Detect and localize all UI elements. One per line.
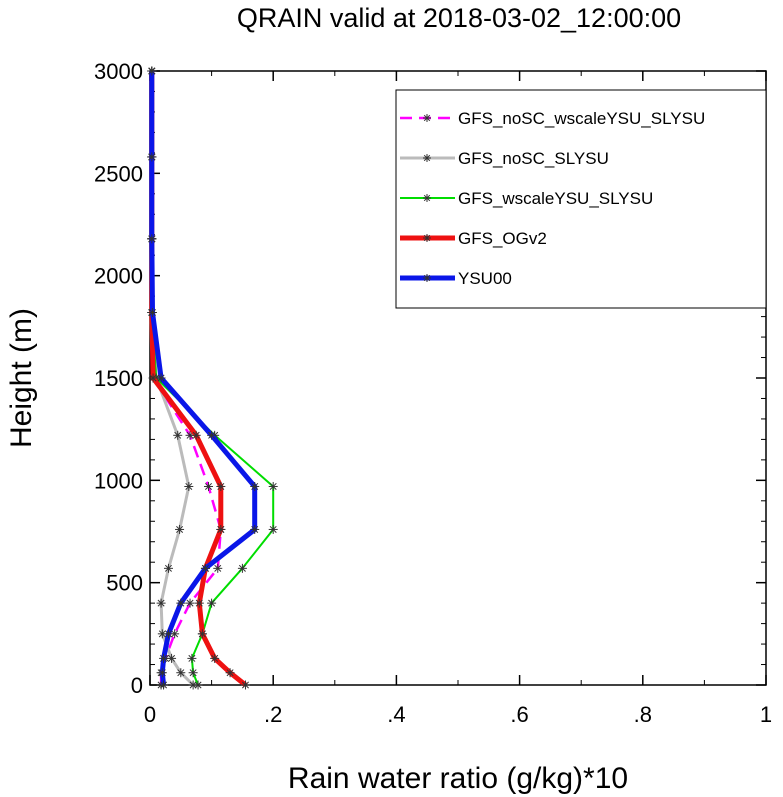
legend-item: GFS_noSC_SLYSU xyxy=(400,149,609,168)
x-tick-label: .4 xyxy=(387,702,405,727)
legend-label: GFS_wscaleYSU_SLYSU xyxy=(458,189,653,208)
data-point xyxy=(176,598,186,608)
data-point xyxy=(191,430,201,440)
legend-box xyxy=(395,89,767,309)
legend: GFS_noSC_wscaleYSU_SLYSU GFS_noSC_SLYSU GF… xyxy=(395,89,767,309)
data-point xyxy=(159,680,169,690)
data-point xyxy=(184,481,194,491)
legend-label: GFS_noSC_SLYSU xyxy=(458,149,609,168)
x-tick-label: .8 xyxy=(634,702,652,727)
plot-area: 0 .2 .4 .6 .8 1 0 500 1000 1500 2000 2500 3000 xyxy=(94,59,772,727)
data-point xyxy=(148,373,158,383)
data-point xyxy=(156,373,166,383)
series-GFS_wscaleYSU_SLYSU xyxy=(147,66,278,690)
legend-label: GFS_noSC_wscaleYSU_SLYSU xyxy=(458,109,705,128)
data-point xyxy=(207,598,217,608)
y-tick-label: 2500 xyxy=(94,161,143,186)
x-tick-label: .2 xyxy=(264,702,282,727)
data-point xyxy=(200,563,210,573)
data-point xyxy=(167,653,177,663)
data-point xyxy=(147,152,157,162)
legend-item: GFS_noSC_wscaleYSU_SLYSU xyxy=(400,109,705,128)
data-point xyxy=(268,524,278,534)
y-tick-label: 3000 xyxy=(94,59,143,84)
y-axis: 0 500 1000 1500 2000 2500 3000 xyxy=(94,59,766,698)
legend-item: GFS_wscaleYSU_SLYSU xyxy=(400,189,653,208)
data-point xyxy=(147,234,157,244)
y-tick-label: 500 xyxy=(106,571,143,596)
x-tick-label: 0 xyxy=(144,702,156,727)
x-tick-label: 1 xyxy=(760,702,772,727)
data-point xyxy=(210,653,220,663)
data-point xyxy=(194,598,204,608)
legend-item: GFS_OGv2 xyxy=(400,229,547,248)
series-line xyxy=(150,71,275,686)
data-point xyxy=(197,629,207,639)
legend-marker xyxy=(423,274,431,282)
data-point xyxy=(204,481,214,491)
y-tick-label: 1500 xyxy=(94,366,143,391)
series-line xyxy=(149,71,258,686)
data-point xyxy=(187,653,197,663)
y-tick-label: 1000 xyxy=(94,468,143,493)
data-point xyxy=(173,430,183,440)
series-layer xyxy=(147,66,278,690)
data-point xyxy=(237,563,247,573)
legend-marker xyxy=(423,114,431,122)
data-point xyxy=(268,481,278,491)
data-point xyxy=(250,524,260,534)
data-point xyxy=(250,481,260,491)
x-axis: 0 .2 .4 .6 .8 1 xyxy=(144,71,772,727)
y-axis-title: Height (m) xyxy=(5,308,38,448)
data-point xyxy=(147,66,157,76)
legend-item: YSU00 xyxy=(400,269,512,288)
x-tick-label: .6 xyxy=(510,702,528,727)
series-line xyxy=(149,71,248,687)
data-point xyxy=(176,668,186,678)
legend-marker xyxy=(423,234,431,242)
legend-marker xyxy=(423,154,431,162)
data-point xyxy=(157,668,167,678)
data-point xyxy=(163,563,173,573)
legend-items: GFS_noSC_wscaleYSU_SLYSU GFS_noSC_SLYSU GF… xyxy=(400,109,705,288)
x-axis-title: Rain water ratio (g/kg)*10 xyxy=(288,762,628,795)
data-point xyxy=(216,524,226,534)
data-point xyxy=(156,598,166,608)
series-YSU00 xyxy=(147,66,260,690)
legend-label: YSU00 xyxy=(458,269,512,288)
data-point xyxy=(175,524,185,534)
chart-title: QRAIN valid at 2018-03-02_12:00:00 xyxy=(237,3,681,33)
y-tick-label: 2000 xyxy=(94,264,143,289)
y-tick-label: 0 xyxy=(131,673,143,698)
data-point xyxy=(216,481,226,491)
data-point xyxy=(185,598,195,608)
legend-marker xyxy=(423,194,431,202)
data-point xyxy=(213,563,223,573)
data-point xyxy=(170,629,180,639)
data-point xyxy=(193,680,203,690)
legend-label: GFS_OGv2 xyxy=(458,229,547,248)
data-point xyxy=(147,308,157,318)
data-point xyxy=(163,629,173,639)
data-point xyxy=(207,430,217,440)
data-point xyxy=(240,680,250,690)
data-point xyxy=(225,668,235,678)
data-point xyxy=(188,668,198,678)
data-point xyxy=(159,653,169,663)
